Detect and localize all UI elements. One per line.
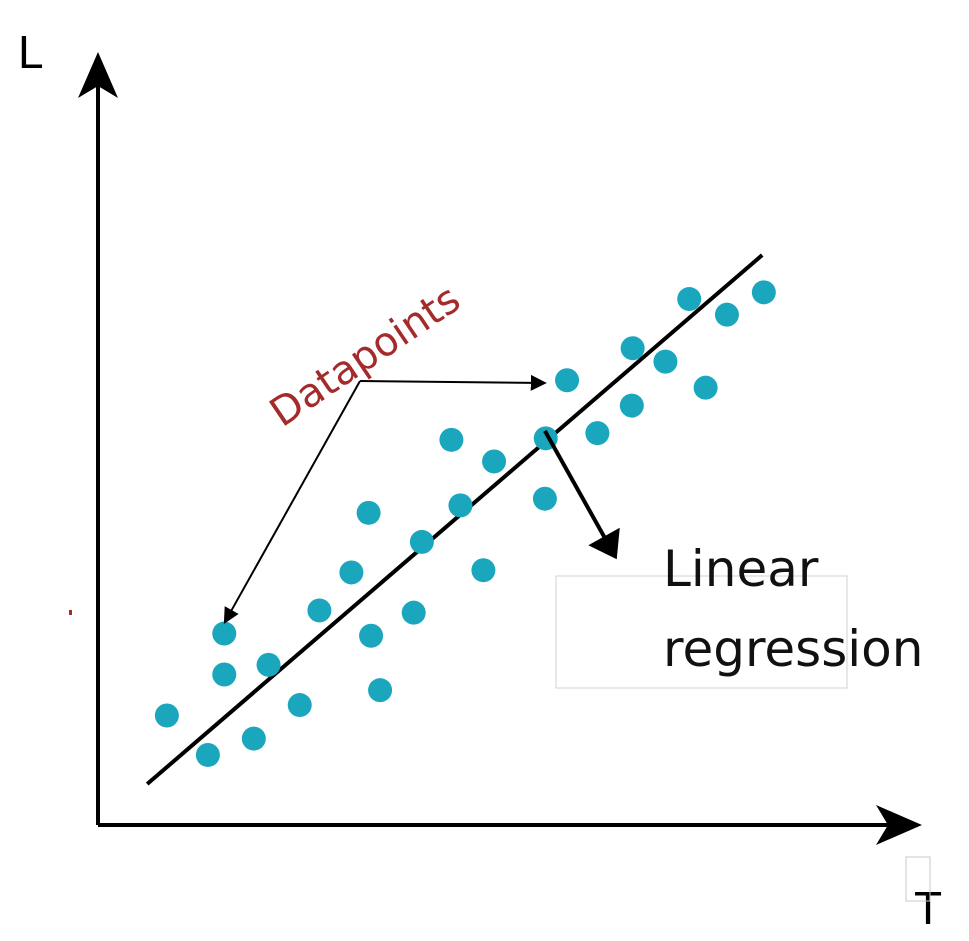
- data-point: [409, 529, 434, 554]
- stray-mark: [69, 610, 72, 615]
- data-point: [368, 678, 393, 703]
- x-axis-arrowhead: [876, 805, 922, 845]
- regression-line: [145, 253, 764, 786]
- data-point: [585, 421, 610, 446]
- y-axis-label: L: [18, 26, 44, 78]
- data-point: [693, 375, 718, 400]
- data-point: [401, 600, 426, 625]
- data-point: [339, 560, 364, 585]
- data-point: [307, 598, 332, 623]
- data-point: [555, 368, 580, 393]
- data-point: [212, 662, 237, 687]
- data-point: [677, 287, 702, 312]
- data-point: [482, 449, 507, 474]
- data-point: [356, 500, 381, 525]
- data-point: [287, 693, 312, 718]
- data-point: [448, 493, 473, 518]
- data-point: [154, 703, 179, 728]
- data-point: [359, 623, 384, 648]
- data-points: [154, 280, 776, 767]
- datapoints-arrow-right: [359, 374, 547, 391]
- data-point: [653, 349, 678, 374]
- linear-regression-label-box: [555, 575, 848, 689]
- y-axis-arrowhead: [78, 52, 118, 98]
- data-point: [532, 486, 557, 511]
- linear-regression-arrowhead: [588, 527, 620, 560]
- data-point: [619, 393, 644, 418]
- datapoints-arrow-left: [223, 380, 361, 624]
- x-label-frame: [905, 856, 931, 902]
- data-point: [620, 336, 645, 361]
- data-point: [195, 742, 220, 767]
- data-point: [256, 652, 281, 677]
- x-axis-label: T: [914, 882, 942, 934]
- linear-regression-arrow: [543, 429, 608, 541]
- linear-regression-label-line1: Linear: [663, 540, 819, 598]
- data-point: [714, 302, 739, 327]
- data-point: [241, 726, 266, 751]
- linear-regression-label-line2: regression: [663, 620, 923, 678]
- data-point: [439, 427, 464, 452]
- datapoints-label: Datapoints: [262, 276, 469, 436]
- data-point: [471, 558, 496, 583]
- data-point: [212, 621, 237, 646]
- data-point: [751, 280, 776, 305]
